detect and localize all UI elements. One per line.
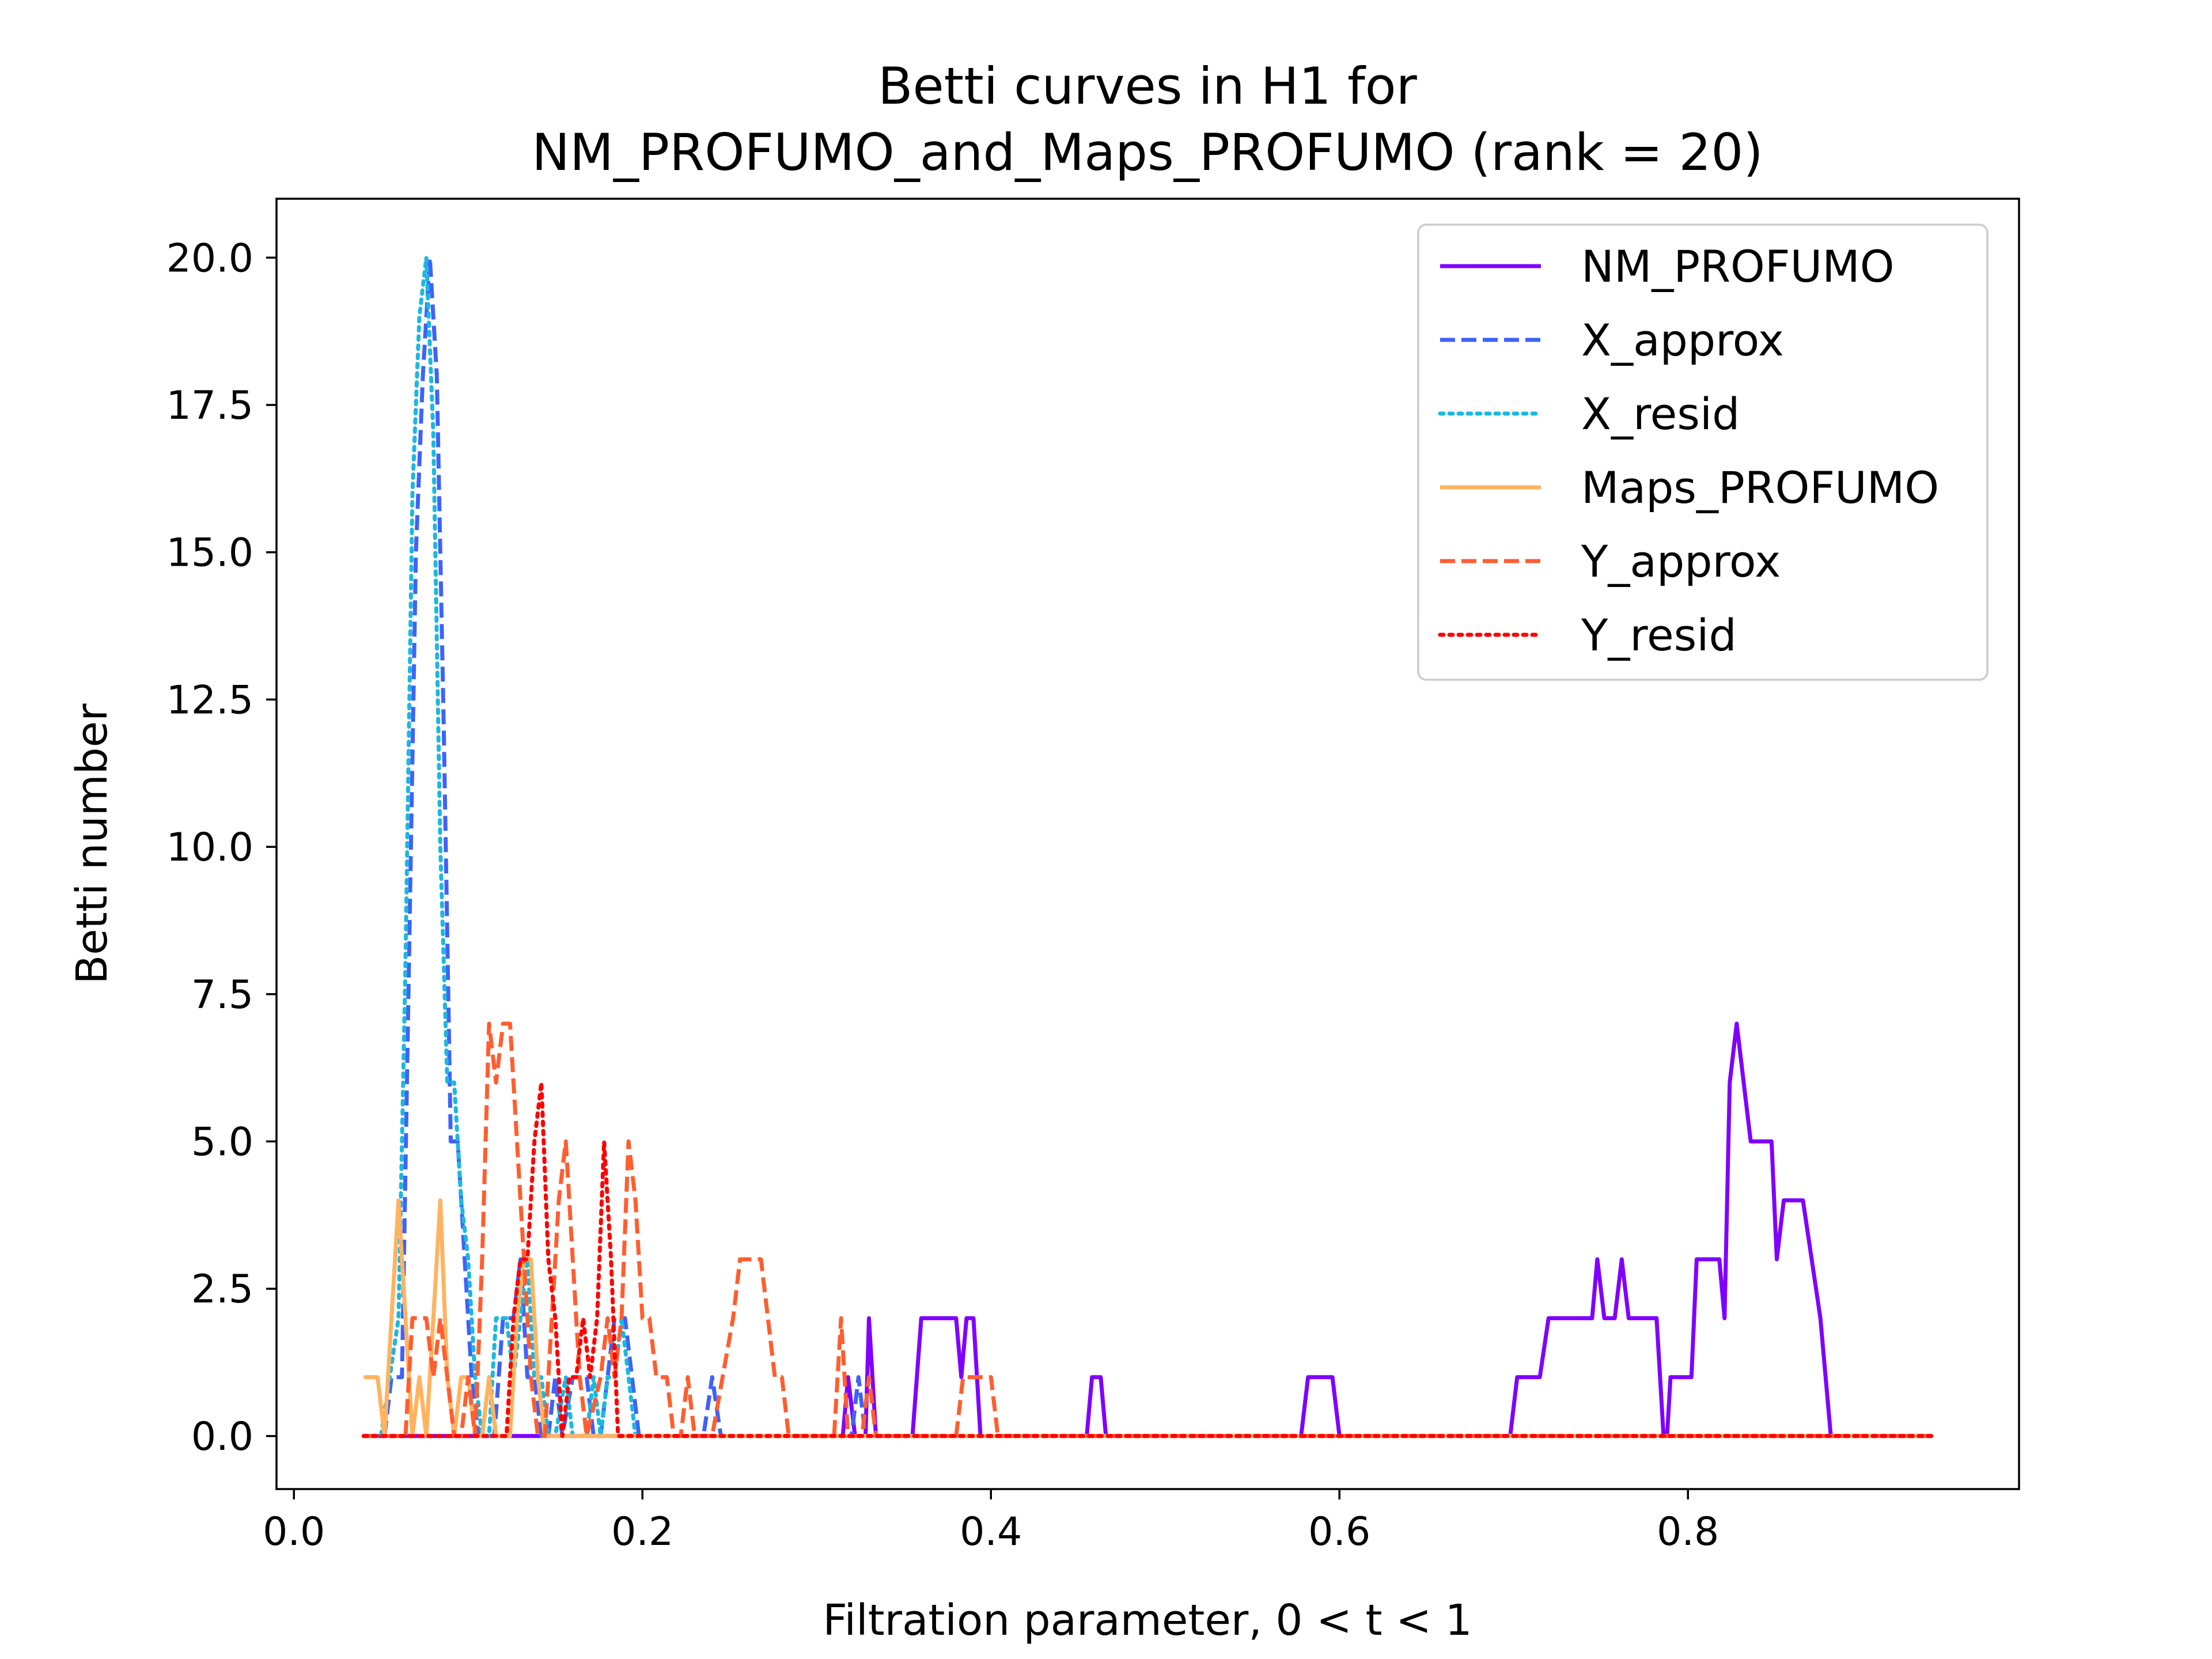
y-tick-label: 17.5 <box>166 383 253 429</box>
y-tick-label: 0.0 <box>191 1414 253 1460</box>
legend-label: Y_approx <box>1581 536 1781 587</box>
x-tick-label: 0.8 <box>1657 1509 1719 1555</box>
y-tick-label: 15.0 <box>166 531 253 576</box>
y-axis: 0.0 2.5 5.0 7.5 10.0 12.5 15.0 17.5 20.0 <box>166 236 276 1460</box>
chart-title-line-1: Betti curves in H1 for <box>878 56 1417 116</box>
x-tick-label: 0.4 <box>960 1509 1022 1555</box>
plot-frame <box>275 198 2020 1490</box>
series-line-nm-profumo <box>363 1021 1932 1438</box>
y-tick-label: 7.5 <box>191 972 253 1018</box>
legend: NM_PROFUMO X_approx X_resid Maps_PROFUMO Y_a… <box>1417 224 1988 681</box>
series-line-maps-profumo <box>363 1198 1932 1438</box>
legend-label: NM_PROFUMO <box>1581 241 1895 292</box>
series-line-x-resid <box>361 255 1934 1438</box>
y-tick-label: 2.5 <box>191 1267 253 1312</box>
series-layer <box>361 255 1934 1438</box>
series-line-y-resid <box>361 1080 1934 1438</box>
y-tick-label: 20.0 <box>166 236 253 281</box>
plot-area <box>361 255 1934 1438</box>
x-tick-label: 0.6 <box>1308 1509 1370 1555</box>
legend-label: X_approx <box>1581 315 1784 366</box>
legend-label: Y_resid <box>1581 609 1737 661</box>
x-axis-label: Filtration parameter, 0 < t < 1 <box>823 1596 1472 1645</box>
y-tick-label: 5.0 <box>191 1120 253 1165</box>
legend-entries: NM_PROFUMO X_approx X_resid Maps_PROFUMO Y_a… <box>1438 241 1939 661</box>
legend-box <box>1417 224 1988 681</box>
legend-label: X_resid <box>1581 388 1740 440</box>
chart-title-line-2: NM_PROFUMO_and_Maps_PROFUMO (rank = 20) <box>532 123 1763 182</box>
x-tick-label: 0.2 <box>611 1509 673 1555</box>
y-tick-label: 10.0 <box>166 825 253 870</box>
x-axis: 0.0 0.2 0.4 0.6 0.8 <box>263 1489 1719 1555</box>
y-tick-label: 12.5 <box>166 677 253 723</box>
x-tick-label: 0.0 <box>263 1509 325 1555</box>
y-axis-label: Betti number <box>67 703 117 984</box>
legend-label: Maps_PROFUMO <box>1581 462 1939 513</box>
